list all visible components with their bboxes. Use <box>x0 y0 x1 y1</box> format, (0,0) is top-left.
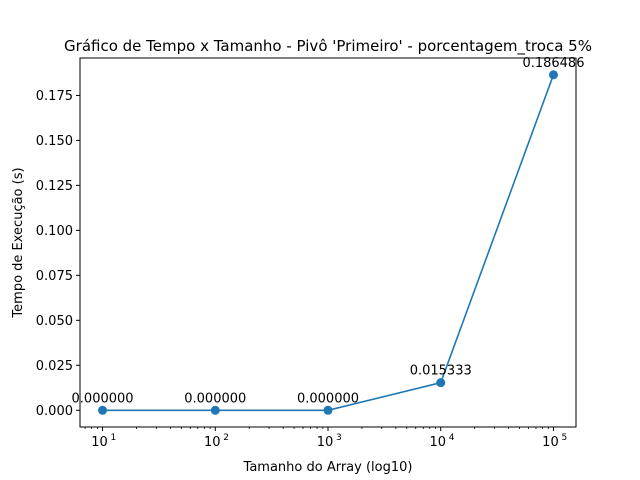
series-line <box>102 74 555 412</box>
y-axis-label: Tempo de Execução (s) <box>11 167 26 318</box>
y-tick-label: 0.050 <box>36 314 73 329</box>
data-point <box>323 405 333 415</box>
x-tick-label: 10 <box>429 435 446 450</box>
y-tick-label: 0.100 <box>36 224 73 239</box>
chart-title: Gráfico de Tempo x Tamanho - Pivô 'Prime… <box>64 37 592 56</box>
y-tick-label: 0.025 <box>36 359 73 374</box>
x-tick-exponent: 4 <box>449 433 455 443</box>
plot-area-frame <box>79 57 577 428</box>
data-label: 0.000000 <box>297 391 359 406</box>
x-tick-label: 10 <box>204 435 221 450</box>
y-axis-ticks: 0.000 0.025 0.050 0.075 0.100 0.125 0.150 0.175 <box>36 89 80 419</box>
x-tick-label: 10 <box>317 435 334 450</box>
x-axis-label: Tamanho do Array (log10) <box>243 460 413 475</box>
y-tick-label: 0.075 <box>36 269 73 284</box>
x-tick-label: 10 <box>91 435 108 450</box>
x-tick-label: 10 <box>542 435 559 450</box>
x-tick-exponent: 5 <box>561 433 567 443</box>
y-tick-label: 0.175 <box>36 89 73 104</box>
x-axis-ticks: 10 1 10 2 10 3 10 4 10 5 <box>84 427 567 450</box>
data-label: 0.186486 <box>522 56 584 71</box>
data-label: 0.015333 <box>410 364 472 379</box>
plot-marks: 0.000000 0.000000 0.000000 0.015333 0.186486 <box>72 56 584 415</box>
data-point <box>210 405 220 415</box>
data-point <box>436 378 446 388</box>
y-tick-label: 0.125 <box>36 179 73 194</box>
data-point <box>548 70 558 80</box>
x-tick-exponent: 2 <box>223 433 229 443</box>
data-label: 0.000000 <box>184 391 246 406</box>
x-tick-exponent: 3 <box>336 433 342 443</box>
x-tick-exponent: 1 <box>111 433 117 443</box>
y-tick-label: 0.000 <box>36 404 73 419</box>
y-tick-label: 0.150 <box>36 134 73 149</box>
data-label: 0.000000 <box>72 391 134 406</box>
data-point <box>98 405 108 415</box>
